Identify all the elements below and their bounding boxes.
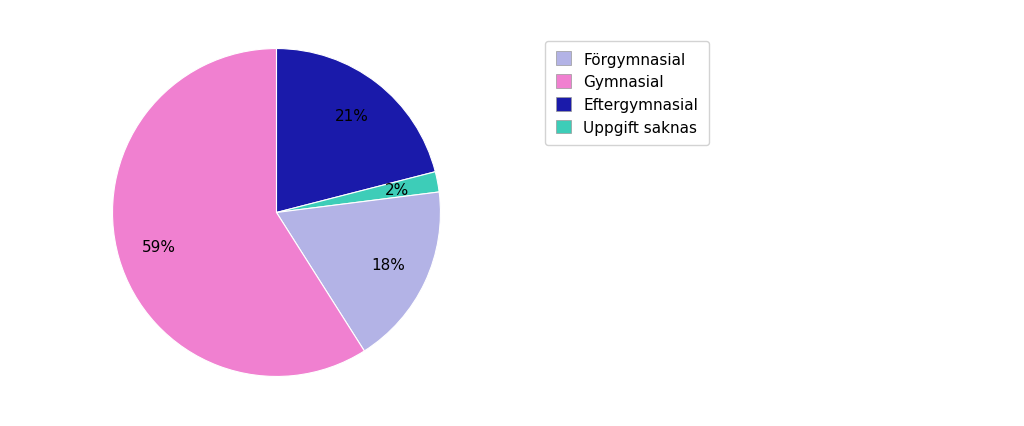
Wedge shape (276, 49, 435, 213)
Legend: Förgymnasial, Gymnasial, Eftergymnasial, Uppgift saknas: Förgymnasial, Gymnasial, Eftergymnasial,… (545, 42, 709, 146)
Text: 21%: 21% (335, 109, 369, 124)
Wedge shape (276, 193, 440, 351)
Wedge shape (276, 173, 439, 213)
Text: 2%: 2% (385, 182, 410, 198)
Wedge shape (113, 49, 365, 377)
Text: 18%: 18% (371, 258, 404, 273)
Text: 59%: 59% (141, 240, 175, 255)
